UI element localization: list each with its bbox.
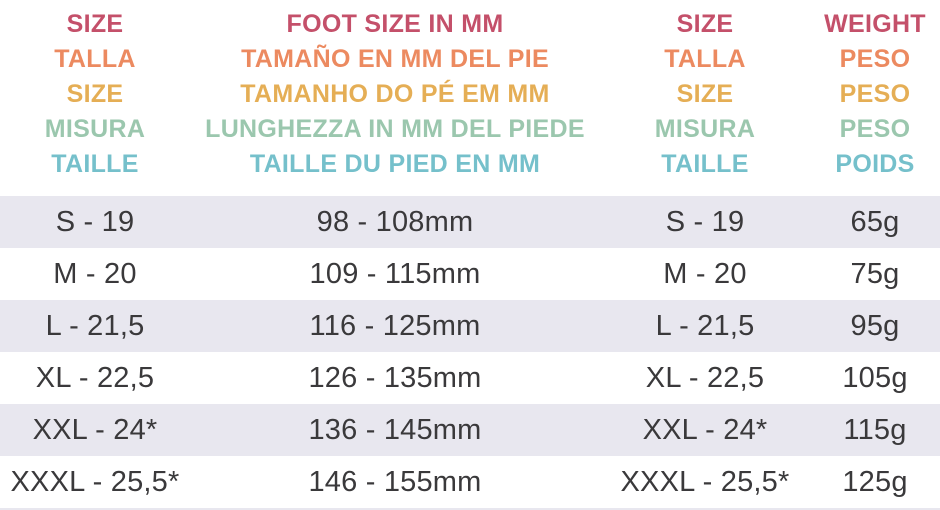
header-foot-size-label: LUNGHEZZA IN MM DEL PIEDE [205, 115, 585, 143]
size-cell: XXL - 24* [32, 413, 158, 446]
table-header: SIZE FOOT SIZE IN MM SIZE WEIGHT TALLA T… [0, 0, 940, 196]
header-weight-label: WEIGHT [824, 10, 926, 38]
weight-cell: 125g [842, 465, 908, 498]
header-size-label: SIZE [66, 10, 124, 38]
foot-size-cell: 98 - 108mm [316, 205, 474, 238]
size2-cell: XXL - 24* [642, 413, 768, 446]
weight-cell: 105g [842, 361, 908, 394]
header-foot-size-label: TAILLE DU PIED EN MM [249, 150, 541, 178]
size2-cell: M - 20 [663, 257, 747, 290]
header-row-italian: MISURA LUNGHEZZA IN MM DEL PIEDE MISURA … [0, 112, 940, 147]
header-row-french: TAILLE TAILLE DU PIED EN MM TAILLE POIDS [0, 147, 940, 182]
foot-size-cell: 146 - 155mm [308, 465, 482, 498]
weight-cell: 75g [850, 257, 900, 290]
weight-cell: 65g [850, 205, 900, 238]
table-row: XXL - 24* 136 - 145mm XXL - 24* 115g [0, 404, 940, 456]
header-row-english: SIZE FOOT SIZE IN MM SIZE WEIGHT [0, 7, 940, 42]
table-row: XL - 22,5 126 - 135mm XL - 22,5 105g [0, 352, 940, 404]
table-row: M - 20 109 - 115mm M - 20 75g [0, 248, 940, 300]
header-size-label: TALLA [54, 45, 136, 73]
table-row: L - 21,5 116 - 125mm L - 21,5 95g [0, 300, 940, 352]
header-weight-label: POIDS [835, 150, 915, 178]
foot-size-cell: 136 - 145mm [308, 413, 482, 446]
size-cell: XL - 22,5 [35, 361, 155, 394]
foot-size-cell: 126 - 135mm [308, 361, 482, 394]
size-cell: M - 20 [53, 257, 137, 290]
header-foot-size-label: TAMAÑO EN MM DEL PIE [241, 45, 549, 73]
header-weight-label: PESO [839, 115, 911, 143]
header-weight-label: PESO [839, 80, 911, 108]
header-size-label: TAILLE [51, 150, 139, 178]
header-foot-size-label: FOOT SIZE IN MM [286, 10, 504, 38]
size-cell: XXXL - 25,5* [10, 465, 180, 498]
header-size2-label: SIZE [676, 10, 734, 38]
size2-cell: L - 21,5 [655, 309, 755, 342]
partial-row-stripe [0, 508, 940, 510]
table-row: S - 19 98 - 108mm S - 19 65g [0, 196, 940, 248]
size2-cell: XL - 22,5 [645, 361, 765, 394]
foot-size-cell: 109 - 115mm [309, 257, 481, 290]
weight-cell: 95g [850, 309, 900, 342]
header-size2-label: TALLA [664, 45, 746, 73]
size-cell: S - 19 [55, 205, 135, 238]
header-size-label: MISURA [44, 115, 146, 143]
header-size-label: SIZE [66, 80, 124, 108]
table-row: XXXL - 25,5* 146 - 155mm XXXL - 25,5* 12… [0, 456, 940, 508]
weight-cell: 115g [843, 413, 907, 446]
header-size2-label: MISURA [654, 115, 756, 143]
header-size2-label: TAILLE [661, 150, 749, 178]
table-body: S - 19 98 - 108mm S - 19 65g M - 20 109 … [0, 196, 940, 510]
header-row-spanish: TALLA TAMAÑO EN MM DEL PIE TALLA PESO [0, 42, 940, 77]
header-foot-size-label: TAMANHO DO PÉ EM MM [240, 80, 550, 108]
size2-cell: XXXL - 25,5* [620, 465, 790, 498]
size2-cell: S - 19 [665, 205, 745, 238]
header-size2-label: SIZE [676, 80, 734, 108]
header-weight-label: PESO [839, 45, 911, 73]
header-row-portuguese: SIZE TAMANHO DO PÉ EM MM SIZE PESO [0, 77, 940, 112]
foot-size-cell: 116 - 125mm [309, 309, 481, 342]
size-cell: L - 21,5 [45, 309, 145, 342]
